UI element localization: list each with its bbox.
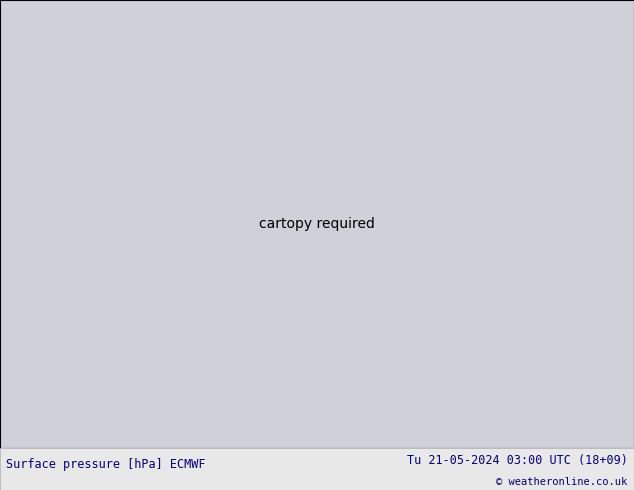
Text: © weatheronline.co.uk: © weatheronline.co.uk	[496, 477, 628, 487]
Text: cartopy required: cartopy required	[259, 217, 375, 231]
Text: Tu 21-05-2024 03:00 UTC (18+09): Tu 21-05-2024 03:00 UTC (18+09)	[407, 454, 628, 467]
Text: Surface pressure [hPa] ECMWF: Surface pressure [hPa] ECMWF	[6, 458, 206, 471]
